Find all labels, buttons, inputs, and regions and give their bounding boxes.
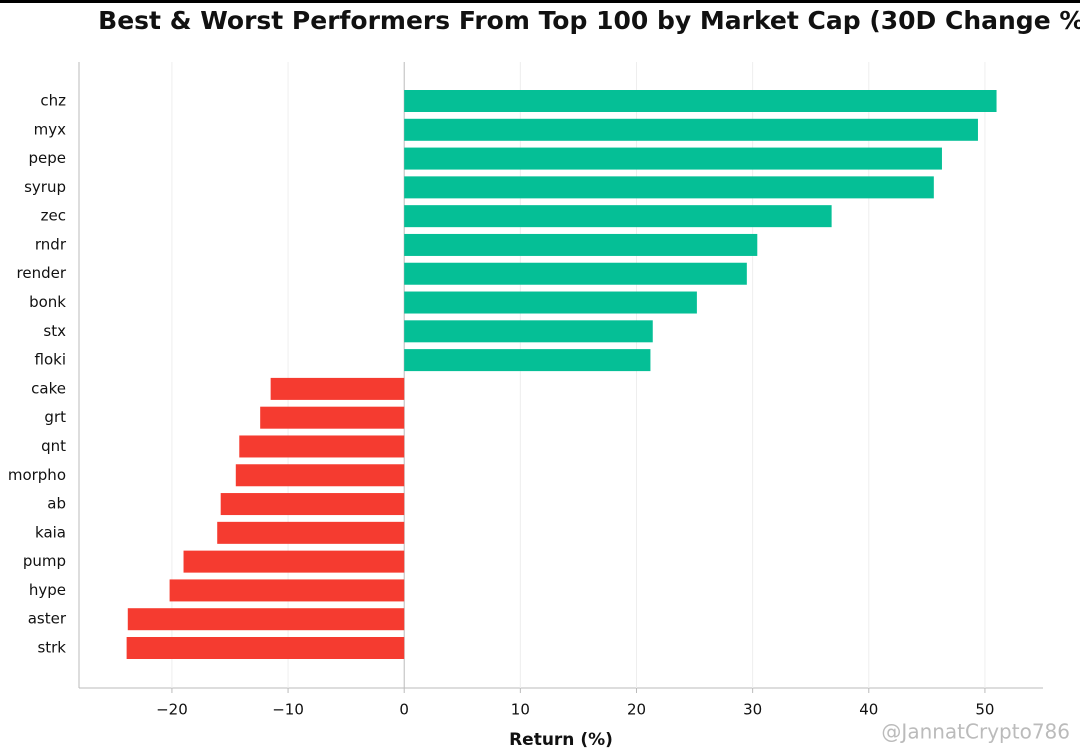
y-tick-label: floki — [35, 351, 66, 369]
y-tick-label: rndr — [35, 235, 67, 253]
x-tick-label: 50 — [975, 701, 994, 719]
bar — [404, 291, 697, 314]
x-tick-label: −10 — [272, 701, 304, 719]
y-tick-label: grt — [44, 408, 66, 426]
y-tick-label: render — [17, 264, 67, 282]
y-tick-label: bonk — [29, 293, 66, 311]
bar — [127, 608, 405, 631]
y-tick-label: morpho — [8, 466, 66, 484]
bar — [235, 464, 405, 487]
y-tick-label: strk — [37, 639, 66, 657]
x-tick-label: 0 — [399, 701, 409, 719]
watermark: @JannatCrypto786 — [881, 720, 1070, 744]
bar — [404, 233, 758, 256]
bar — [126, 637, 405, 659]
y-tick-label: chz — [40, 92, 66, 110]
y-tick-label: myx — [34, 120, 66, 138]
x-tick-label: 30 — [743, 701, 762, 719]
y-tick-label: qnt — [41, 437, 66, 455]
bar — [169, 579, 405, 602]
bar — [183, 550, 405, 573]
bar — [260, 406, 405, 429]
y-tick-label: ab — [47, 495, 66, 513]
x-tick-label: −20 — [156, 701, 188, 719]
bar — [404, 147, 942, 170]
y-tick-label: pepe — [29, 149, 67, 167]
y-tick-label: kaia — [35, 523, 66, 541]
bar — [404, 320, 653, 343]
y-tick-label: stx — [43, 322, 66, 340]
y-tick-label: zec — [41, 207, 66, 225]
bar — [217, 521, 405, 544]
bar — [404, 262, 747, 285]
y-tick-label: syrup — [24, 178, 66, 196]
bar — [270, 377, 405, 400]
x-tick-label: 20 — [627, 701, 646, 719]
bar — [404, 176, 934, 199]
bar — [404, 349, 651, 372]
x-tick-label: 10 — [511, 701, 530, 719]
bar — [404, 118, 978, 141]
y-tick-label: pump — [23, 552, 66, 570]
x-axis-label: Return (%) — [509, 730, 613, 750]
bar — [239, 435, 405, 458]
y-tick-label: hype — [29, 581, 66, 599]
chart-title: Best & Worst Performers From Top 100 by … — [98, 6, 1080, 35]
bar — [220, 493, 405, 516]
bar — [404, 205, 832, 228]
y-tick-label: aster — [28, 610, 67, 628]
y-tick-label: cake — [31, 379, 66, 397]
x-tick-label: 40 — [859, 701, 878, 719]
top-border — [0, 0, 1080, 3]
bar — [404, 90, 997, 112]
